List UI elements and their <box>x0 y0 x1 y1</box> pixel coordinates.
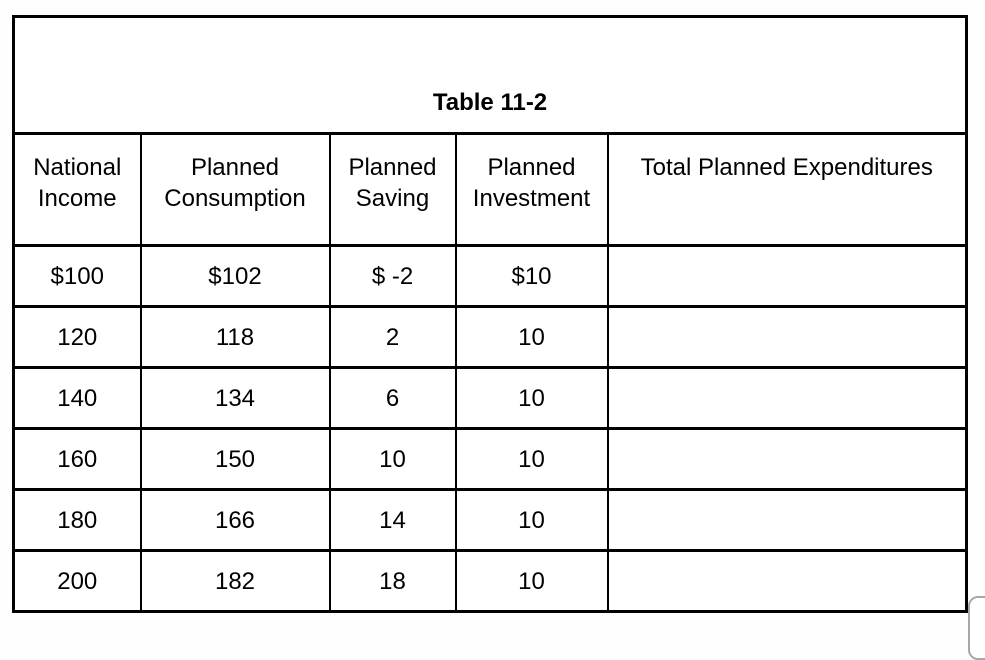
column-header-planned-saving: Planned Saving <box>328 132 457 247</box>
cell-saving: 14 <box>328 488 457 552</box>
table-row: 160 150 10 10 <box>12 427 968 491</box>
table-title-row: Table 11-2 <box>12 15 968 135</box>
column-header-planned-investment: Planned Investment <box>454 132 609 247</box>
cell-saving: 2 <box>328 305 457 369</box>
cell-consumption: $102 <box>139 244 331 308</box>
cell-investment: 10 <box>454 549 609 613</box>
cell-consumption: 134 <box>139 366 331 430</box>
cell-total-expenditures-blank <box>606 427 968 491</box>
cell-investment: $10 <box>454 244 609 308</box>
cell-income: 200 <box>12 549 142 613</box>
cell-saving: 10 <box>328 427 457 491</box>
cell-investment: 10 <box>454 488 609 552</box>
cell-consumption: 118 <box>139 305 331 369</box>
cell-income: 140 <box>12 366 142 430</box>
cell-income: 120 <box>12 305 142 369</box>
table-row: 180 166 14 10 <box>12 488 968 552</box>
cell-investment: 10 <box>454 427 609 491</box>
cell-total-expenditures-blank <box>606 488 968 552</box>
cell-investment: 10 <box>454 305 609 369</box>
column-header-total-planned-expenditures: Total Planned Expenditures <box>606 132 968 247</box>
cell-consumption: 150 <box>139 427 331 491</box>
cell-saving: 18 <box>328 549 457 613</box>
cell-investment: 10 <box>454 366 609 430</box>
table-header-row: National Income Planned Consumption Plan… <box>12 132 968 247</box>
column-header-planned-consumption: Planned Consumption <box>139 132 331 247</box>
cell-consumption: 166 <box>139 488 331 552</box>
cell-saving: 6 <box>328 366 457 430</box>
column-header-national-income: National Income <box>12 132 142 247</box>
table-row: 120 118 2 10 <box>12 305 968 369</box>
table-row: 200 182 18 10 <box>12 549 968 613</box>
rounded-corner-artifact <box>968 596 985 660</box>
table-title: Table 11-2 <box>12 15 968 135</box>
table-row: 140 134 6 10 <box>12 366 968 430</box>
cell-total-expenditures-blank <box>606 244 968 308</box>
cell-total-expenditures-blank <box>606 549 968 613</box>
cell-total-expenditures-blank <box>606 366 968 430</box>
cell-income: 160 <box>12 427 142 491</box>
cell-consumption: 182 <box>139 549 331 613</box>
cell-income: 180 <box>12 488 142 552</box>
planned-expenditures-table: Table 11-2 National Income Planned Consu… <box>12 15 969 613</box>
table-row: $100 $102 $ -2 $10 <box>12 244 968 308</box>
cell-total-expenditures-blank <box>606 305 968 369</box>
cell-saving: $ -2 <box>328 244 457 308</box>
cell-income: $100 <box>12 244 142 308</box>
